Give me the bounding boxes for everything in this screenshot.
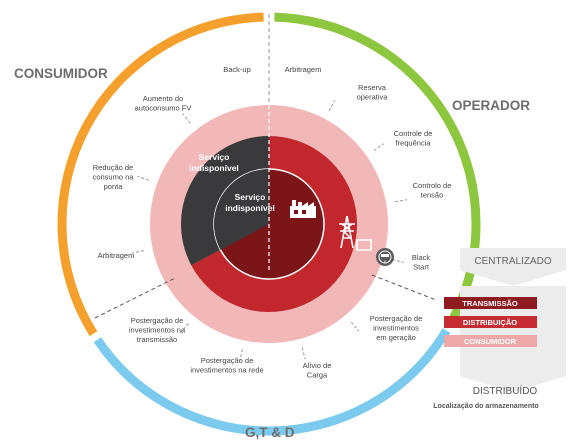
inner-text-group: Serviço indisponível Serviço indisponíve… <box>189 152 275 213</box>
service-label-invest-trans: Postergação de <box>131 316 184 325</box>
gtd-label: G,T & D <box>245 425 295 440</box>
inner-consumer-half <box>214 169 269 250</box>
operador-label: OPERADOR <box>452 98 530 113</box>
service-label-invest-trans: investimentos na <box>129 326 186 335</box>
service-tick <box>182 113 191 124</box>
transmissao-box <box>444 297 537 309</box>
service-tick <box>239 349 243 362</box>
consumidor-legend-label: CONSUMIDOR <box>464 337 517 346</box>
service-label-reducao: ponta <box>104 182 124 191</box>
service-tick <box>391 258 404 264</box>
service-label-invest-ger: em geração <box>376 333 416 342</box>
service-label-invest-ger: Postergação de <box>370 314 423 323</box>
service-label-reducao: Redução de <box>93 163 133 172</box>
service-label-reserva: Reserva <box>358 83 387 92</box>
service-label-freq: Controle de <box>394 129 433 138</box>
consumidor-label: CONSUMIDOR <box>14 66 108 81</box>
service-tick <box>350 321 360 332</box>
service-tick <box>131 250 144 254</box>
service-label-freq: frequência <box>395 139 431 148</box>
meter-digit: 8 <box>384 259 387 264</box>
service-label-tensao: Controlo de <box>413 181 452 190</box>
service-label-invest-ger: investimentos <box>373 324 419 333</box>
service-label-invest-rede: investimentos na rede <box>190 366 263 375</box>
diagonal-divider-left <box>94 277 176 319</box>
centralizado-label: CENTRALIZADO <box>474 256 551 267</box>
diagonal-divider-right <box>371 274 437 301</box>
service-label-reserva: operativa <box>357 93 389 102</box>
service-ticks <box>131 100 407 362</box>
service-tick <box>180 323 189 334</box>
service-tick <box>328 100 336 112</box>
centralizado-chevron <box>460 248 566 286</box>
service-label-alivio: Carga <box>307 371 328 380</box>
service-tick <box>394 199 407 203</box>
service-label-tensao: tensão <box>421 191 444 200</box>
service-label-black: Black <box>412 253 431 262</box>
servico-outer-line2: indisponível <box>189 163 239 173</box>
service-label-reducao: consumo na <box>93 173 135 182</box>
consumidor-box <box>444 335 537 347</box>
localizacao-label: Localização do armazenamento <box>433 403 538 410</box>
service-label-backup: Back-up <box>223 65 251 74</box>
transmissao-label: TRANSMISSÃO <box>462 299 518 308</box>
factory-icon <box>290 200 316 218</box>
distribuicao-label: DISTRIBUIÇÃO <box>463 318 517 327</box>
service-label-black: Start <box>413 263 430 272</box>
service-label-invest-trans: transmissão <box>137 335 177 344</box>
service-label-invest-rede: Postergação de <box>201 356 254 365</box>
transmission-tower-icon <box>339 215 372 251</box>
consumidor-arc <box>57 12 264 337</box>
distribuicao-box <box>444 316 537 328</box>
service-tick <box>373 143 384 151</box>
service-tick <box>137 175 149 181</box>
service-tick <box>301 347 306 360</box>
servico-outer-line1: Serviço <box>199 152 230 162</box>
service-label-alivio: Alívio de <box>303 361 332 370</box>
gtd-arc <box>93 328 451 436</box>
service-label-aumento: autoconsumo FV <box>135 104 192 113</box>
servico-inner-line2: indisponível <box>225 203 275 213</box>
service-label-arbitragem-left: Arbitragem <box>98 251 135 260</box>
location-legend: CENTRALIZADO TRANSMISSÃO DISTRIBUIÇÃO CO… <box>433 248 566 410</box>
service-label-arbitragem-top: Arbitragem <box>285 65 322 74</box>
meter-icon: 8 <box>376 248 394 266</box>
service-label-aumento: Aumento do <box>143 94 183 103</box>
servico-inner-line1: Serviço <box>235 192 266 202</box>
distribuido-label: DISTRIBUÍDO <box>473 384 538 397</box>
